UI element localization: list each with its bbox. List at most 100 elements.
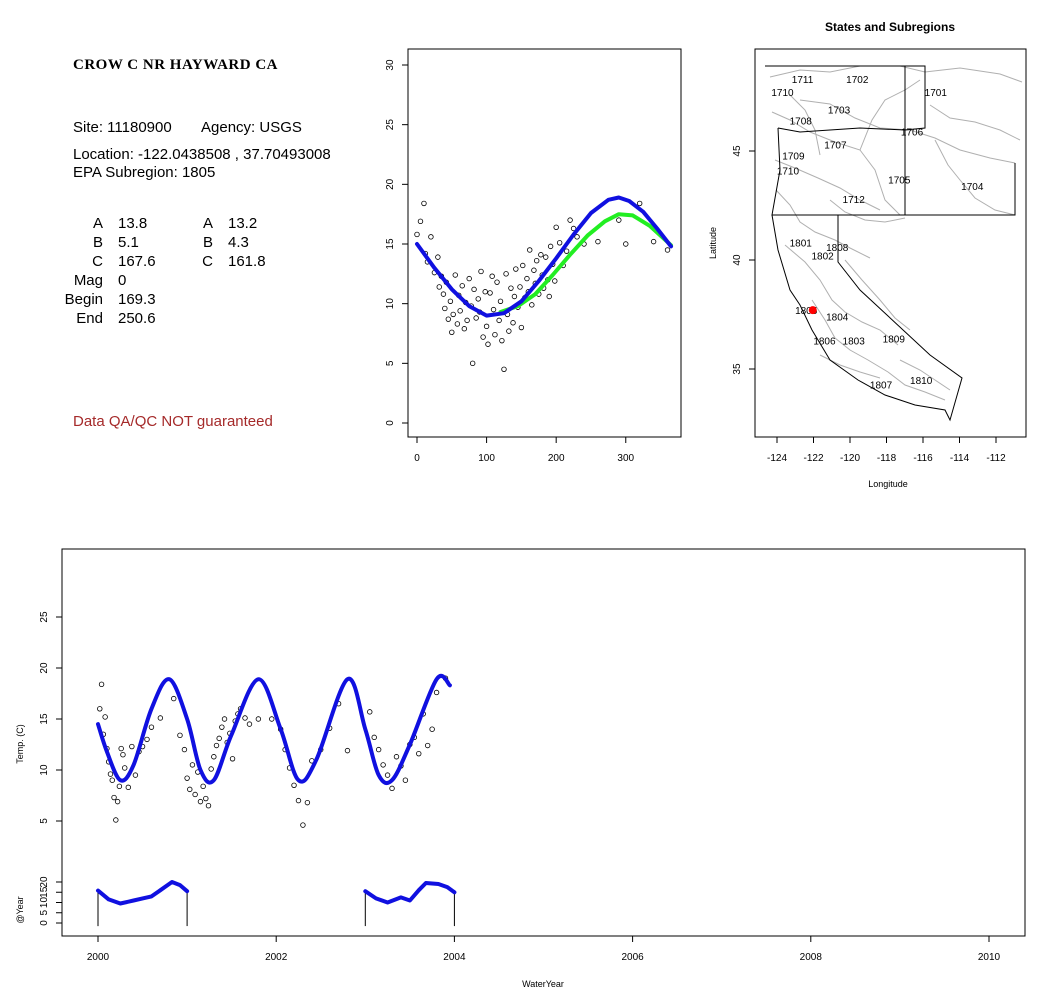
timeseries-fit-line (96, 673, 452, 786)
data-point (208, 766, 214, 772)
data-point (636, 200, 643, 207)
data-point (120, 752, 126, 758)
y-tick-label: 5 (385, 360, 396, 366)
subregion-boundary (844, 259, 911, 331)
data-point (229, 756, 236, 762)
data-point (527, 247, 533, 253)
data-point (616, 217, 622, 223)
data-point (538, 252, 544, 258)
x-tick-label: 2002 (265, 952, 288, 963)
data-point (125, 784, 131, 791)
data-point (487, 290, 493, 296)
param-label: A (202, 215, 213, 232)
x-tick-label: 0 (414, 453, 420, 464)
x-tick-label: 2008 (800, 952, 823, 963)
subregion-label: 1705 (888, 175, 911, 186)
state-boundary (904, 66, 1016, 216)
state-boundary (771, 214, 963, 422)
data-point (442, 305, 448, 312)
data-point (483, 323, 490, 330)
data-point (497, 298, 504, 304)
data-point (452, 272, 458, 278)
subregion-boundary (929, 104, 1021, 141)
subregion-label: 1802 (812, 252, 835, 263)
param-label: C (92, 253, 103, 270)
data-point (304, 799, 311, 806)
x-tick-label: 2000 (87, 952, 110, 963)
subregion-boundary (829, 199, 906, 223)
map-xlabel: Longitude (868, 479, 908, 489)
x-tick-label: -116 (913, 453, 933, 464)
data-point (501, 366, 507, 372)
subregion-label: 1706 (901, 127, 924, 138)
data-point (211, 754, 217, 760)
data-point (466, 275, 472, 282)
x-tick-label: -120 (840, 453, 860, 464)
param-value: 0 (118, 272, 127, 289)
data-point (533, 258, 540, 264)
data-point (480, 334, 486, 340)
data-point (485, 341, 491, 347)
data-point (650, 238, 657, 245)
data-point (200, 783, 206, 790)
data-point (454, 321, 461, 327)
data-point (375, 746, 382, 753)
data-point (416, 750, 422, 757)
data-point (574, 234, 580, 240)
data-point (300, 822, 306, 828)
y-tick-label: 10 (39, 897, 50, 909)
y-tick-label: 10 (385, 298, 396, 310)
x-tick-label: -124 (767, 453, 787, 464)
data-point (197, 798, 204, 805)
year-curve (96, 880, 190, 906)
data-point (132, 772, 139, 778)
data-point (433, 689, 440, 696)
data-point (122, 765, 128, 771)
data-point (177, 732, 183, 739)
data-point (556, 240, 563, 246)
y-tick-label: 5 (39, 910, 50, 916)
y-tick-label: 20 (385, 178, 396, 190)
data-point (181, 746, 188, 753)
subregion-boundary (899, 359, 951, 391)
param-value: 250.6 (118, 310, 156, 327)
x-tick-label: 200 (548, 453, 565, 464)
data-point (111, 794, 117, 801)
data-point (213, 742, 220, 749)
data-point (440, 291, 447, 297)
y-tick-label: 0 (39, 920, 50, 926)
data-point (114, 798, 121, 805)
x-tick-label: 2010 (978, 952, 1001, 963)
param-label: B (92, 234, 103, 251)
param-value: 161.8 (228, 253, 266, 270)
seasonal-plot-frame (407, 48, 682, 438)
year-curve (363, 881, 457, 905)
data-point (414, 231, 420, 238)
subregion-label: 1711 (792, 75, 814, 86)
y-tick-label: 10 (39, 764, 50, 776)
data-point (490, 306, 497, 313)
subregion-boundary (771, 111, 901, 216)
data-point (435, 254, 441, 260)
y-tick-label: 25 (385, 119, 396, 131)
data-point (510, 320, 516, 326)
data-point (402, 777, 409, 783)
site-id: Site: 11180900 (73, 119, 172, 136)
y-tick-label: 0 (385, 420, 396, 426)
data-point (546, 293, 552, 300)
data-point (513, 266, 519, 272)
data-point (449, 329, 455, 336)
y-tick-label: 30 (385, 59, 396, 71)
fit-line-blue (415, 195, 673, 318)
param-value: 5.1 (118, 234, 139, 251)
data-point (109, 777, 115, 783)
data-point (506, 328, 512, 334)
subregion-label: 1809 (883, 334, 906, 345)
y-tick-label: 15 (39, 713, 50, 725)
data-point (221, 716, 228, 722)
data-point (429, 726, 435, 732)
data-point (445, 316, 452, 322)
data-point (344, 747, 351, 754)
data-point (471, 286, 477, 293)
data-point (518, 324, 525, 331)
